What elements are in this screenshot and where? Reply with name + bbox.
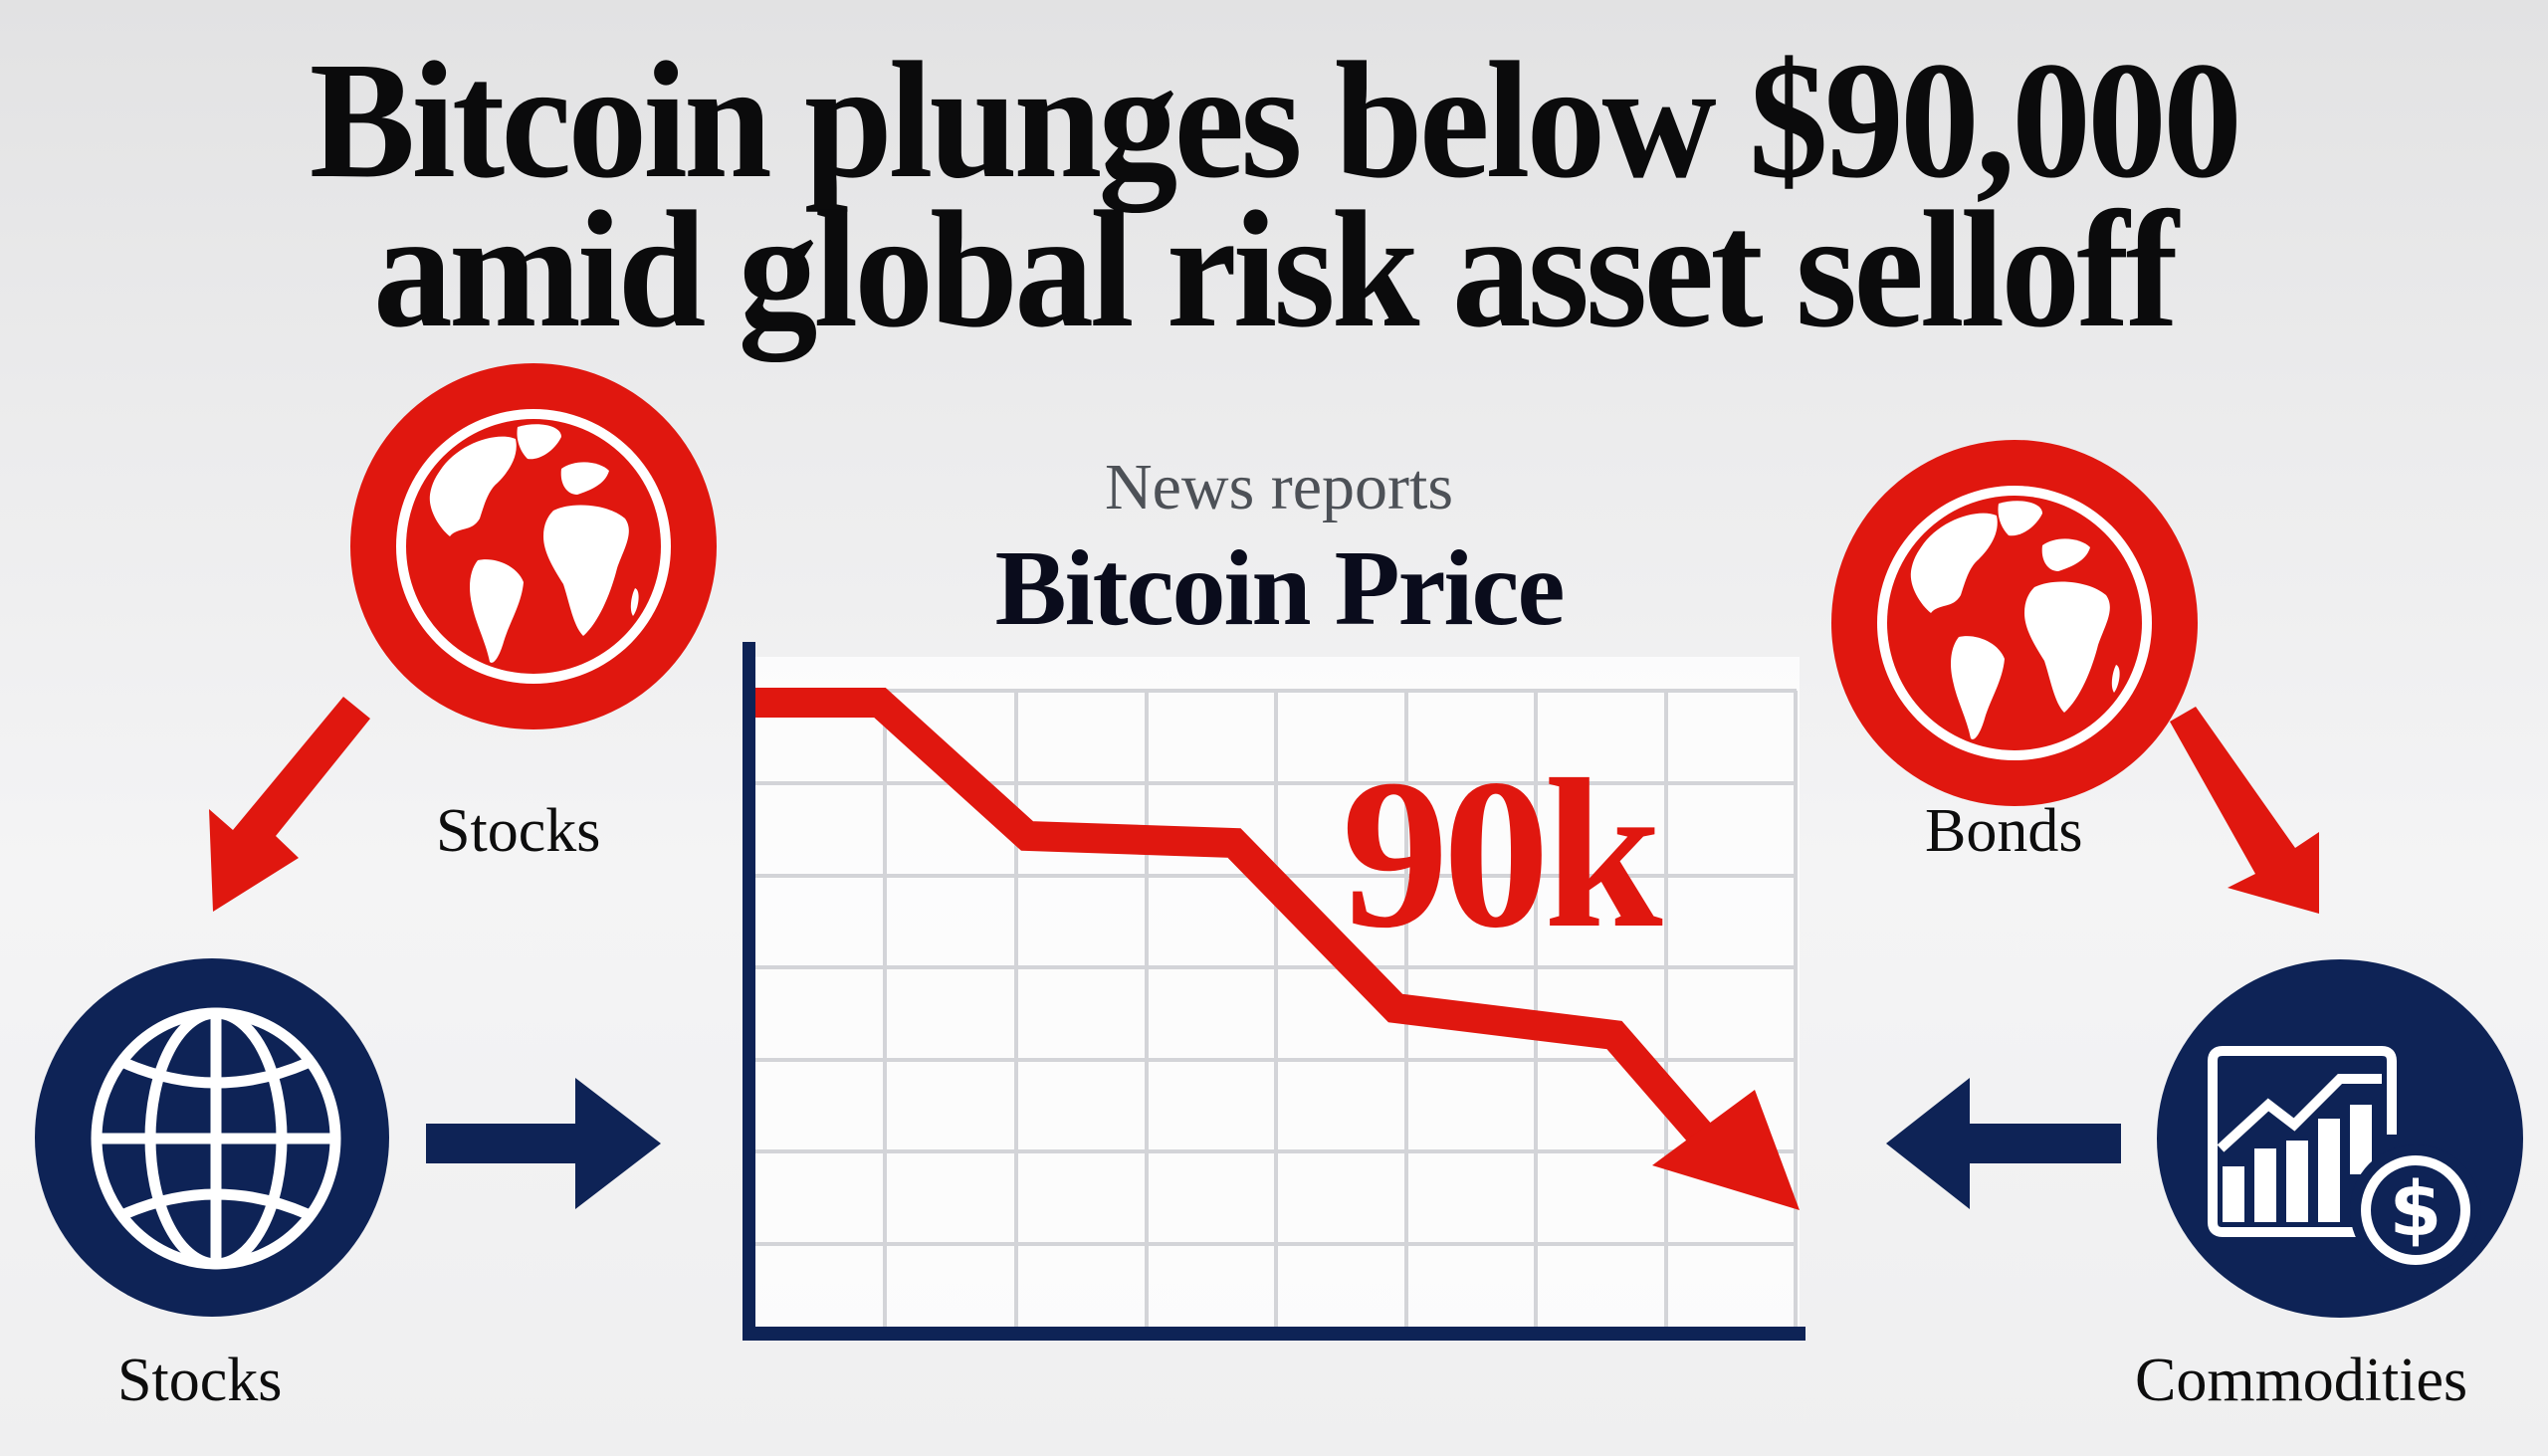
arrow-down-left-icon	[209, 697, 370, 912]
x-axis	[743, 1327, 1805, 1341]
headline-line-2: amid global risk asset selloff	[372, 177, 2179, 362]
headline-line-1: Bitcoin plunges below $90,000	[309, 28, 2242, 213]
world-map-globe-icon	[1831, 440, 2198, 806]
y-axis	[743, 642, 755, 1336]
world-map-globe-icon	[350, 363, 717, 729]
arrow-left-icon	[1886, 1078, 2121, 1209]
chart-dollar-icon: $	[2157, 959, 2523, 1318]
arrow-right-icon	[426, 1078, 661, 1209]
arrow-down-right-icon	[2170, 707, 2319, 914]
chart-title: Bitcoin Price	[994, 529, 1566, 648]
node-label-top-left: Stocks	[436, 797, 601, 865]
node-label-bottom-left: Stocks	[117, 1347, 283, 1414]
chart-subtitle: News reports	[1104, 451, 1454, 523]
node-label-bottom-right: Commodities	[2135, 1347, 2468, 1414]
down-arrowhead-icon	[1652, 1090, 1800, 1210]
node-label-top-right: Bonds	[1925, 797, 2083, 865]
price-callout: 90k	[1342, 734, 1663, 972]
wireframe-globe-icon	[35, 958, 389, 1317]
price-trend-line	[755, 688, 1746, 1182]
svg-text:$: $	[2390, 1164, 2442, 1253]
